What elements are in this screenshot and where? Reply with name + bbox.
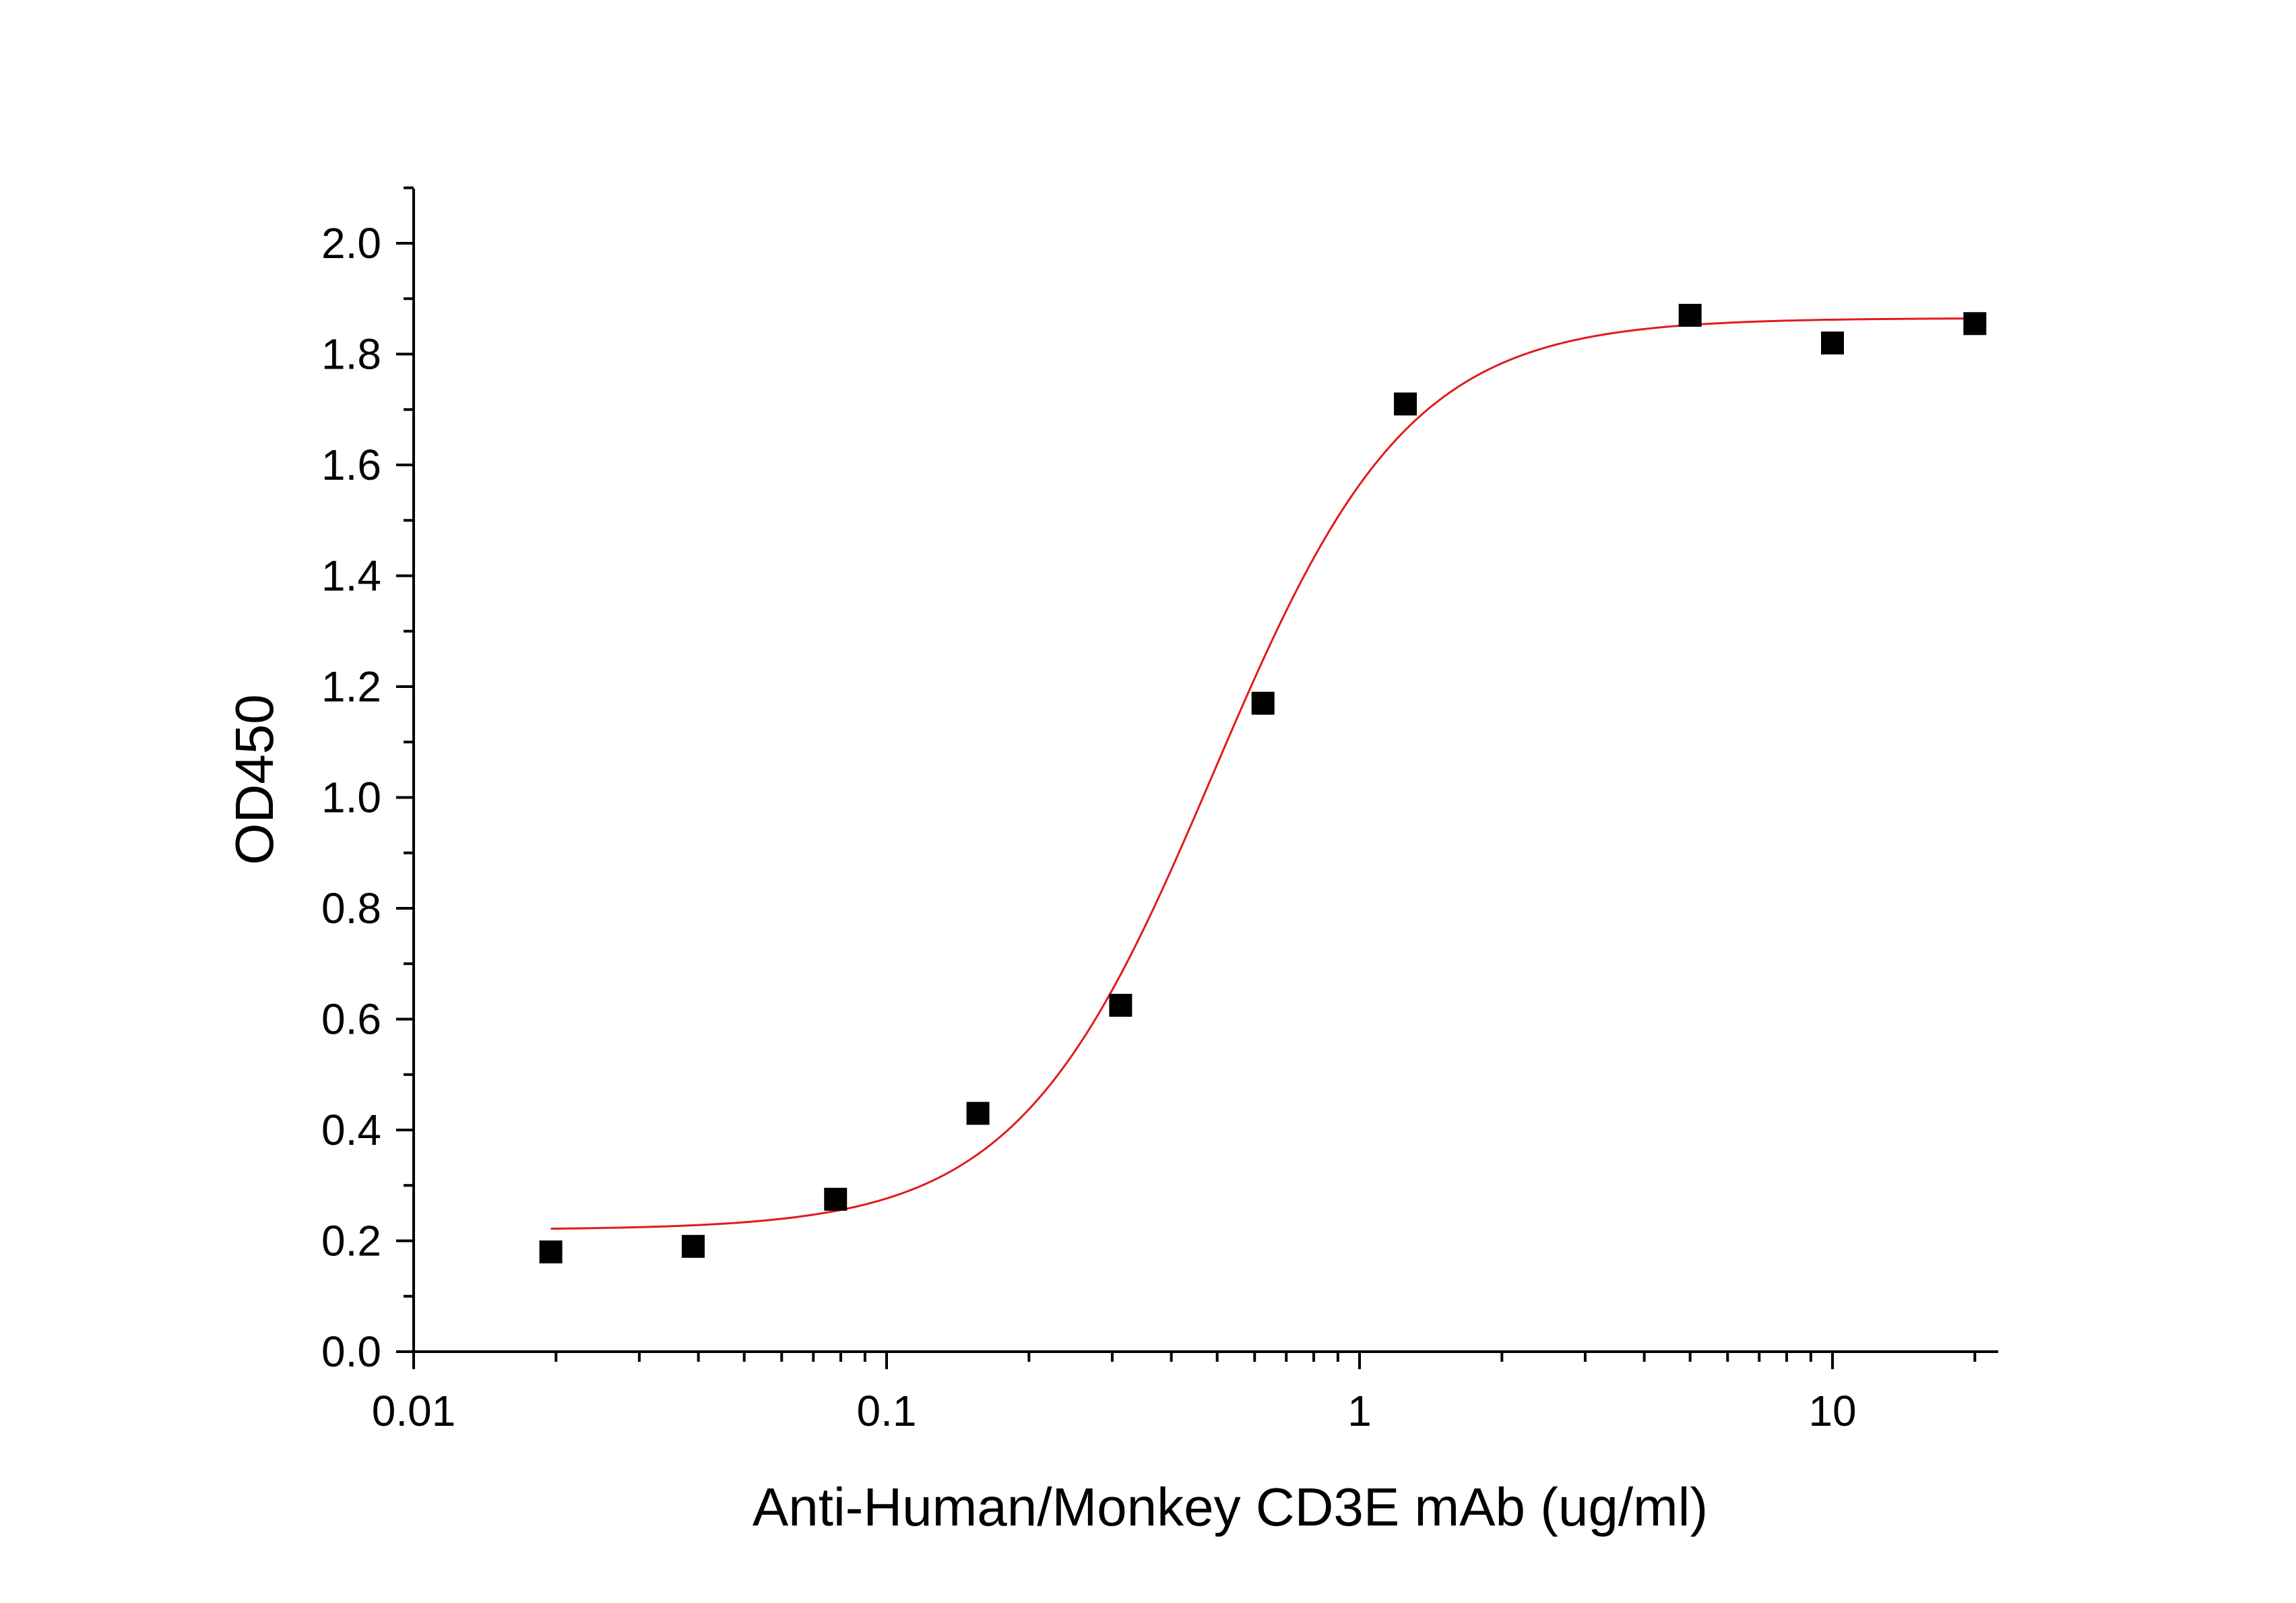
y-tick-label: 2.0 [321, 219, 381, 268]
data-point [1821, 332, 1844, 355]
data-point [824, 1187, 848, 1211]
y-tick-label: 0.4 [321, 1106, 381, 1154]
data-point [1963, 312, 1987, 336]
x-tick-label: 0.1 [857, 1387, 917, 1435]
y-tick-label: 1.6 [321, 441, 381, 489]
axes: 0.0 0.2 0.4 0.6 0.8 1.0 1.2 1.4 1.6 1.8 2.0 0.01 0.1… [321, 186, 1998, 1435]
y-tick-label: 0.0 [321, 1327, 381, 1376]
x-tick-label: 1 [1347, 1387, 1372, 1435]
fit-curve-layer [550, 317, 1975, 1230]
fit-curve-line [550, 317, 1975, 1230]
y-axis-title: OD450 [224, 694, 284, 865]
data-points-layer [539, 303, 1987, 1263]
y-tick-label: 1.0 [321, 774, 381, 822]
y-tick-label: 0.6 [321, 995, 381, 1044]
y-tick-label: 1.2 [321, 662, 381, 711]
x-tick-label: 10 [1808, 1387, 1856, 1435]
x-tick-label: 0.01 [372, 1387, 456, 1435]
y-tick-label: 0.2 [321, 1217, 381, 1265]
data-point [966, 1102, 990, 1125]
data-point [1251, 691, 1275, 715]
x-axis-title: Anti-Human/Monkey CD3E mAb (ug/ml) [753, 1477, 1708, 1537]
data-point [681, 1234, 705, 1258]
y-tick-label: 1.8 [321, 330, 381, 379]
data-point [539, 1240, 563, 1263]
data-point [1394, 392, 1417, 416]
y-tick-label: 0.8 [321, 884, 381, 933]
y-tick-label: 1.4 [321, 552, 381, 600]
data-point [1678, 303, 1702, 327]
data-point [1109, 993, 1133, 1017]
